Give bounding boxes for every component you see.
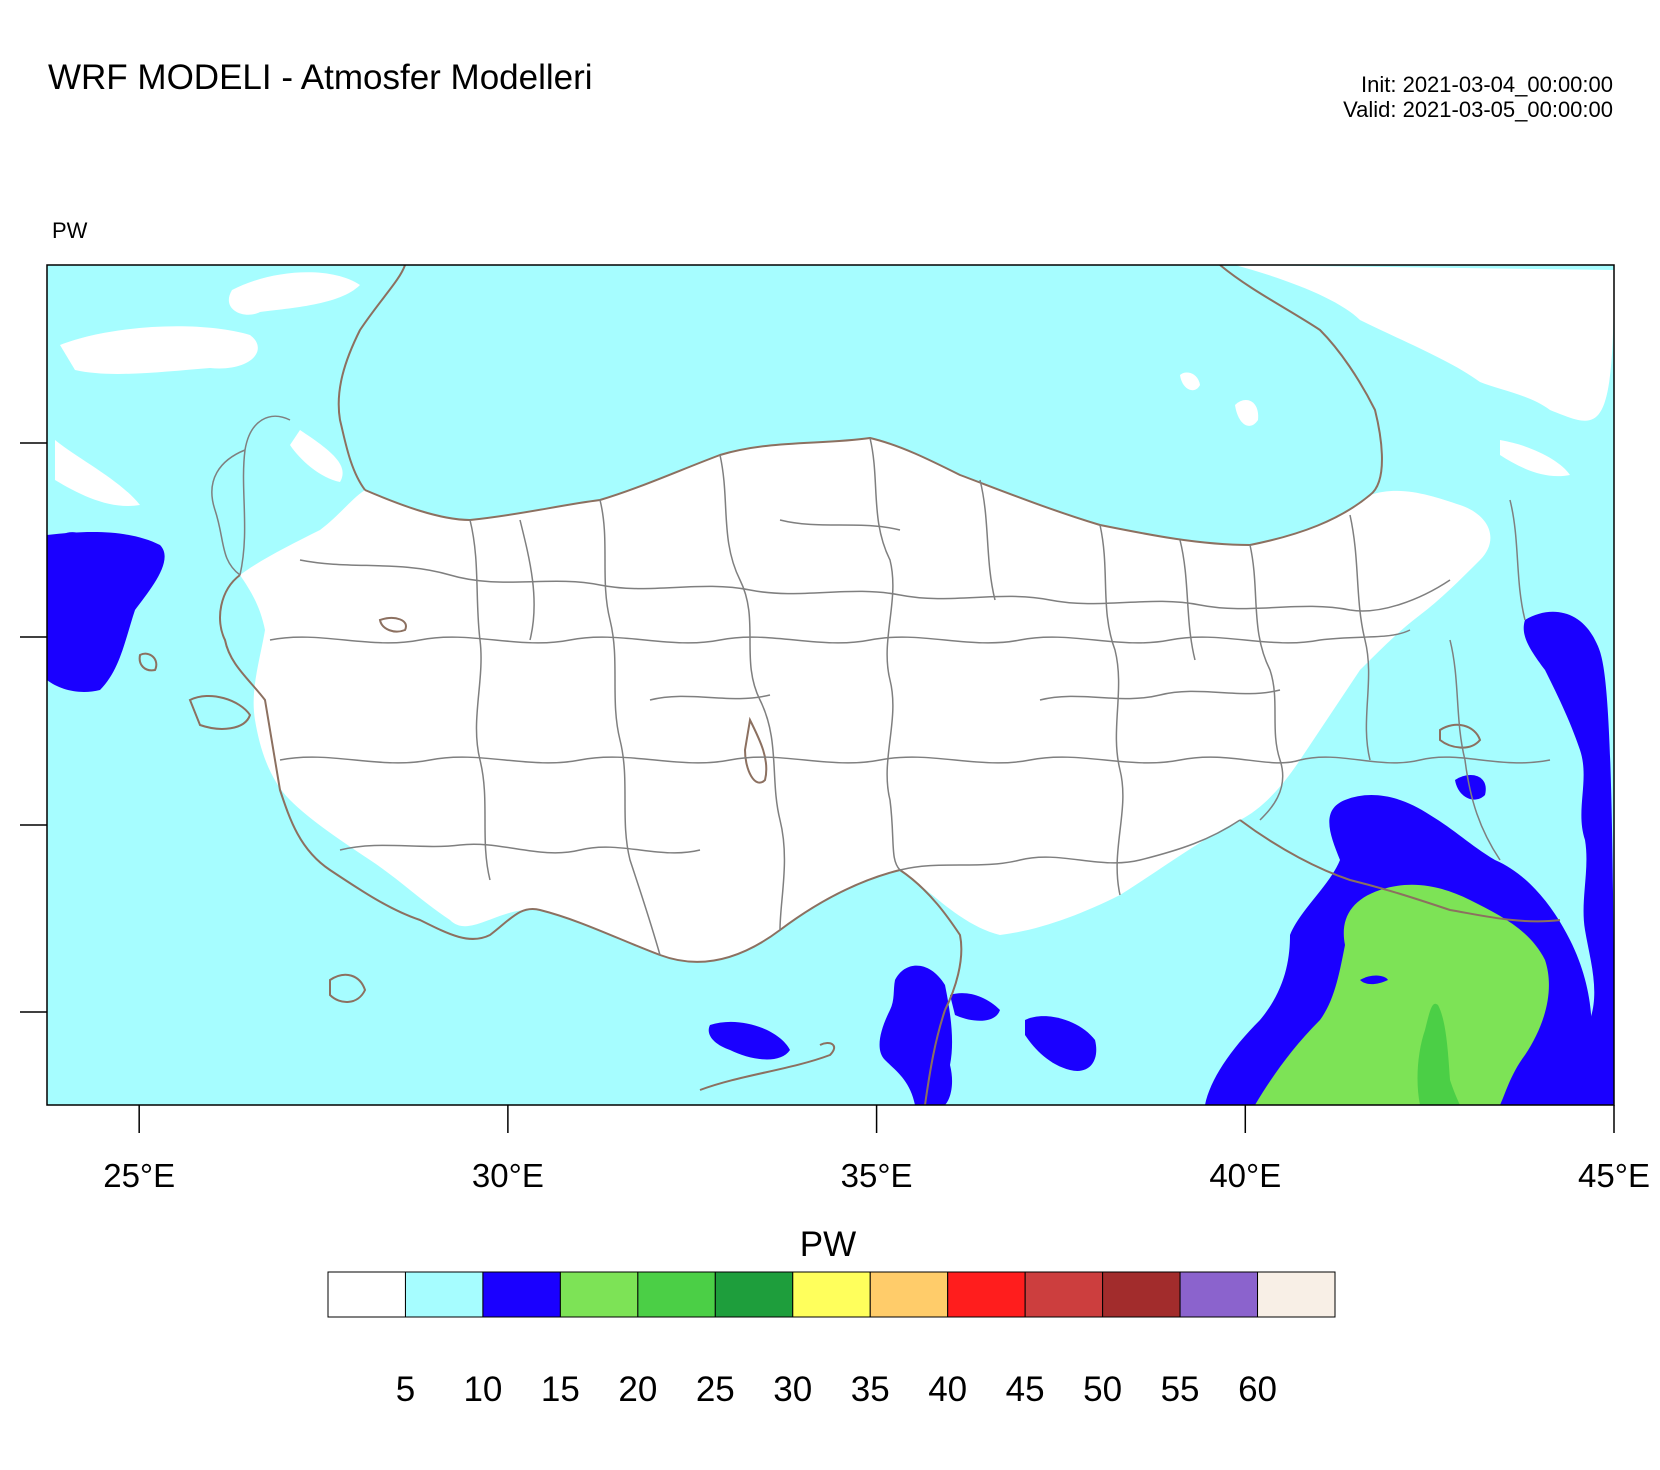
colorbar-swatch: [947, 1271, 1026, 1318]
colorbar-swatch: [1179, 1271, 1259, 1318]
colorbar-swatch: [327, 1271, 406, 1318]
colorbar-label: 20: [618, 1370, 658, 1409]
colorbar-title: PW: [799, 1225, 857, 1264]
colorbar: [327, 1271, 1336, 1318]
lon-tick-label: 45°E: [1578, 1157, 1650, 1194]
colorbar-swatch: [482, 1271, 561, 1318]
run-info: Init: 2021-03-04_00:00:00 Valid: 2021-03…: [1343, 72, 1613, 122]
valid-time: Valid: 2021-03-05_00:00:00: [1343, 97, 1613, 122]
map-title: WRF MODELI - Atmosfer Modelleri: [48, 58, 593, 97]
low-pw-areas: [55, 265, 1614, 506]
lat-ticks: [20, 442, 47, 1013]
lon-tick-label: 25°E: [103, 1157, 176, 1194]
map-frame: [46, 264, 1615, 1106]
colorbar-label: 60: [1238, 1370, 1277, 1409]
init-time: Init: 2021-03-04_00:00:00: [1361, 72, 1613, 97]
colorbar-label: 50: [1083, 1370, 1123, 1409]
colorbar-label: 55: [1160, 1370, 1200, 1409]
lon-ticks: [138, 1105, 1615, 1133]
colorbar-label: 45: [1005, 1370, 1045, 1409]
colorbar-swatch: [1024, 1271, 1104, 1318]
colorbar-label: 35: [850, 1370, 890, 1409]
colorbar-swatch: [404, 1271, 484, 1318]
colorbar-label: 5: [395, 1370, 416, 1409]
land-fill: [240, 438, 1491, 962]
high-pw-areas: [1255, 884, 1549, 1105]
coastlines: [138, 265, 1561, 1105]
lon-tick-label: 35°E: [840, 1157, 913, 1194]
colorbar-label: 30: [773, 1370, 813, 1409]
colorbar-swatch: [869, 1271, 949, 1318]
colorbar-label: 25: [695, 1370, 735, 1409]
colorbar-label: 40: [928, 1370, 968, 1409]
lon-tick-label: 40°E: [1209, 1157, 1282, 1194]
province-boundaries: [211, 415, 1551, 956]
colorbar-swatch: [559, 1271, 639, 1318]
variable-label: PW: [52, 218, 88, 243]
lon-tick-label: 30°E: [471, 1157, 544, 1194]
colorbar-label: 10: [463, 1370, 503, 1409]
colorbar-swatch: [1257, 1271, 1336, 1318]
colorbar-swatch: [1102, 1271, 1181, 1318]
colorbar-swatch: [714, 1271, 794, 1318]
colorbar-swatch: [792, 1271, 871, 1318]
colorbar-swatch: [637, 1271, 716, 1318]
colorbar-label: 15: [540, 1370, 580, 1409]
